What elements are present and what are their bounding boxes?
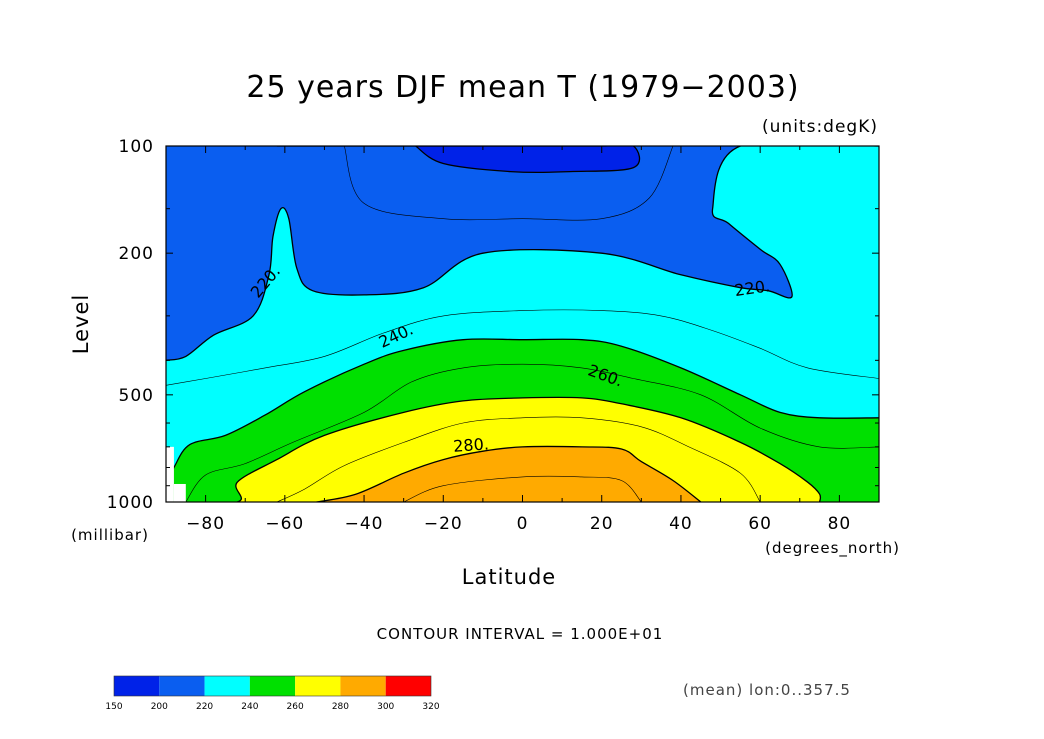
contour-line-t210	[344, 146, 674, 221]
colorbar-swatch	[114, 676, 160, 696]
colorbar-swatch	[385, 676, 431, 696]
fill-region-t280-300	[316, 446, 701, 502]
x-axis-ticks: −80 −60 −40 −20 0 20 40 60 80	[165, 146, 880, 534]
contour-line-t290	[403, 475, 642, 502]
contour-thin-lines	[166, 146, 879, 502]
colorbar-swatch	[159, 676, 205, 696]
x-tick-label: 60	[748, 514, 772, 534]
x-tick-label: −60	[265, 514, 304, 534]
y-tick-label: 500	[119, 386, 154, 406]
y-axis-ticks: 100 200 500 1000	[107, 137, 879, 513]
y-tick-label: 100	[119, 137, 154, 157]
colorbar-tick-label: 200	[151, 702, 168, 712]
x-tick-label: 0	[517, 514, 529, 534]
contour-interval-text: CONTOUR INTERVAL = 1.000E+01	[377, 625, 664, 643]
missing-data-block	[173, 483, 186, 502]
x-tick-label: 20	[590, 514, 614, 534]
x-tick-label: 40	[669, 514, 693, 534]
y-axis-label: Level	[69, 294, 93, 354]
y-tick-label: 200	[119, 244, 154, 264]
colorbar: 150 200 220 240 260 280 300 320	[105, 675, 440, 712]
footer-note: (mean) lon:0..357.5	[683, 681, 851, 699]
contour-line-t220	[166, 146, 879, 361]
contour-line-t260	[166, 396, 822, 502]
contour-label: 280.	[453, 434, 490, 455]
contour-line-t200	[276, 146, 641, 174]
units-label: (units:degK)	[762, 117, 878, 137]
x-axis-label: Latitude	[462, 565, 556, 589]
contour-line-t240	[166, 338, 879, 486]
colorbar-frame	[113, 675, 432, 697]
y-tick-label: 1000	[107, 493, 154, 513]
contour-line-t250	[185, 363, 879, 502]
y-units-label: (millibar)	[71, 526, 149, 544]
chart-title: 25 years DJF mean T (1979−2003)	[246, 70, 799, 105]
fill-region-t200-220	[166, 146, 879, 361]
contour-thick-lines	[166, 146, 879, 502]
colorbar-swatch	[249, 676, 296, 696]
x-tick-label: −20	[424, 514, 463, 534]
contour-line-t230	[166, 309, 879, 386]
contour-line-t280	[316, 445, 702, 502]
colorbar-swatch	[204, 676, 250, 696]
colorbar-tick-label: 220	[196, 702, 213, 712]
fill-region-t150-200	[276, 146, 640, 173]
contour-line-t270	[276, 416, 761, 502]
colorbar-swatch	[340, 676, 386, 696]
colorbar-tick-label: 260	[287, 702, 304, 712]
colorbar-tick-label: 320	[422, 702, 439, 712]
missing-data-block	[166, 446, 174, 502]
x-tick-label: −40	[345, 514, 384, 534]
x-units-label: (degrees_north)	[765, 539, 900, 558]
colorbar-swatch	[295, 676, 341, 696]
colorbar-tick-label: 300	[377, 702, 394, 712]
colorbar-tick-label: 280	[332, 702, 349, 712]
contour-label: 220.	[733, 276, 771, 300]
x-tick-label: 80	[828, 514, 852, 534]
colorbar-tick-label: 150	[105, 702, 122, 712]
x-tick-label: −80	[186, 514, 225, 534]
plot-area	[166, 146, 879, 502]
colorbar-tick-label: 240	[241, 702, 258, 712]
